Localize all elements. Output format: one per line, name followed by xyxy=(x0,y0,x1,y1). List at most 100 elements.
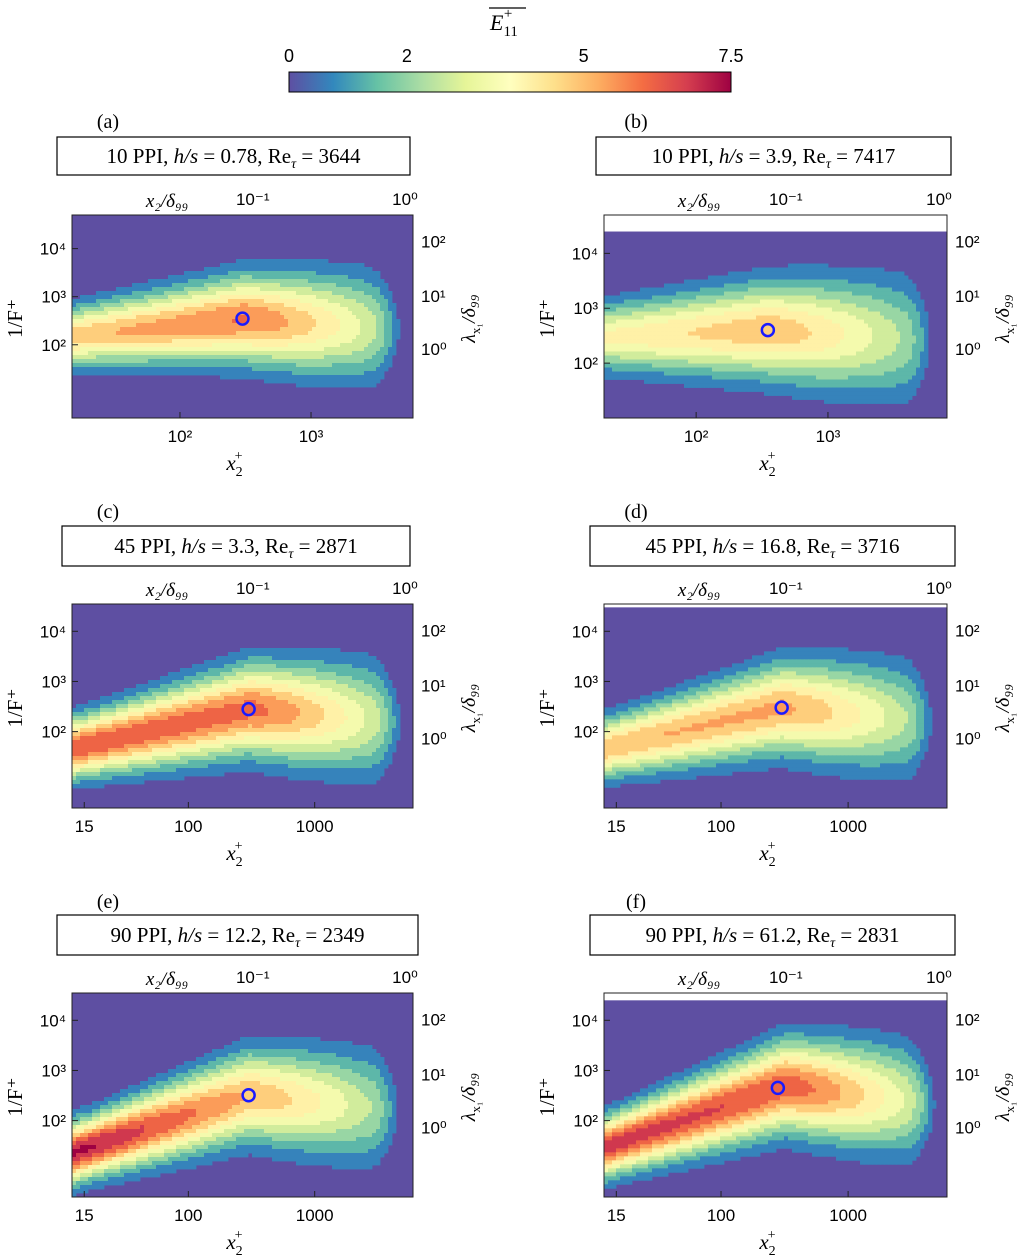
contour-cell xyxy=(228,311,233,316)
contour-cell xyxy=(632,303,637,308)
contour-cell xyxy=(332,295,337,300)
contour-cell xyxy=(276,676,281,681)
contour-cell xyxy=(168,311,173,316)
contour-cell xyxy=(864,375,869,380)
contour-cell xyxy=(744,283,749,288)
contour-cell xyxy=(328,343,333,348)
contour-cell xyxy=(320,660,325,665)
contour-cell xyxy=(364,327,369,332)
contour-cell xyxy=(816,375,821,380)
contour-cell xyxy=(896,351,901,356)
contour-cell xyxy=(728,311,733,316)
contour-cell xyxy=(276,315,281,320)
contour-cell xyxy=(188,303,193,308)
contour-cell xyxy=(648,287,653,292)
contour-cell xyxy=(876,311,881,316)
contour-cell xyxy=(328,331,333,336)
contour-cell xyxy=(228,303,233,308)
contour-cell xyxy=(692,371,697,376)
contour-cell xyxy=(88,331,93,336)
contour-cell xyxy=(828,347,833,352)
contour-cell xyxy=(296,259,301,264)
contour-cell xyxy=(812,267,817,272)
contour-cell xyxy=(360,263,365,268)
contour-cell xyxy=(656,307,661,312)
contour-cell xyxy=(260,339,265,344)
contour-cell xyxy=(256,672,261,677)
contour-cell xyxy=(112,347,117,352)
contour-cell xyxy=(116,299,121,304)
contour-cell xyxy=(340,335,345,340)
contour-cell xyxy=(692,299,697,304)
contour-cell xyxy=(896,315,901,320)
contour-cell xyxy=(744,387,749,392)
contour-cell xyxy=(148,355,153,360)
contour-cell xyxy=(800,359,805,364)
contour-cell xyxy=(352,339,357,344)
contour-cell xyxy=(236,375,241,380)
contour-cell xyxy=(244,315,249,320)
contour-cell xyxy=(816,299,821,304)
contour-cell xyxy=(644,331,649,336)
contour-cell xyxy=(284,379,289,384)
contour-cell xyxy=(252,287,257,292)
contour-cell xyxy=(616,371,621,376)
contour-cell xyxy=(624,303,629,308)
contour-cell xyxy=(288,303,293,308)
contour-cell xyxy=(632,375,637,380)
contour-cell xyxy=(904,375,909,380)
contour-cell xyxy=(196,291,201,296)
contour-cell xyxy=(156,287,161,292)
contour-cell xyxy=(808,335,813,340)
contour-cell xyxy=(880,395,885,400)
contour-cell xyxy=(120,315,125,320)
contour-cell xyxy=(720,291,725,296)
contour-cell xyxy=(360,351,365,356)
contour-cell xyxy=(176,331,181,336)
contour-cell xyxy=(292,664,297,669)
contour-cell xyxy=(608,311,613,316)
contour-cell xyxy=(96,311,101,316)
contour-cell xyxy=(900,343,905,348)
contour-cell xyxy=(380,676,385,681)
contour-cell xyxy=(664,347,669,352)
contour-cell xyxy=(216,291,221,296)
contour-cell xyxy=(696,327,701,332)
contour-cell xyxy=(364,339,369,344)
contour-cell xyxy=(860,299,865,304)
contour-cell xyxy=(668,347,673,352)
contour-cell xyxy=(896,367,901,372)
contour-cell xyxy=(368,295,373,300)
contour-cell xyxy=(856,295,861,300)
contour-cell xyxy=(308,295,313,300)
contour-cell xyxy=(604,371,609,376)
contour-cell xyxy=(220,323,225,328)
contour-cell xyxy=(904,331,909,336)
contour-cell xyxy=(620,327,625,332)
contour-cell xyxy=(292,363,297,368)
contour-cell xyxy=(360,279,365,284)
contour-cell xyxy=(716,343,721,348)
contour-cell xyxy=(780,327,785,332)
contour-cell xyxy=(656,291,661,296)
contour-cell xyxy=(824,307,829,312)
contour-cell xyxy=(868,379,873,384)
contour-cell xyxy=(700,363,705,368)
right-tick-label: 10¹ xyxy=(421,287,446,306)
contour-cell xyxy=(284,287,289,292)
contour-cell xyxy=(164,295,169,300)
contour-cell xyxy=(716,311,721,316)
contour-cell xyxy=(224,295,229,300)
contour-cell xyxy=(700,295,705,300)
contour-cell xyxy=(896,291,901,296)
contour-cell xyxy=(636,295,641,300)
contour-cell xyxy=(800,367,805,372)
contour-cell xyxy=(612,367,617,372)
contour-cell xyxy=(356,375,361,380)
contour-cell xyxy=(108,335,113,340)
contour-cell xyxy=(332,660,337,665)
contour-cell xyxy=(84,323,89,328)
contour-cell xyxy=(96,335,101,340)
contour-cell xyxy=(844,335,849,340)
right-tick-label: 10⁰ xyxy=(955,340,981,359)
